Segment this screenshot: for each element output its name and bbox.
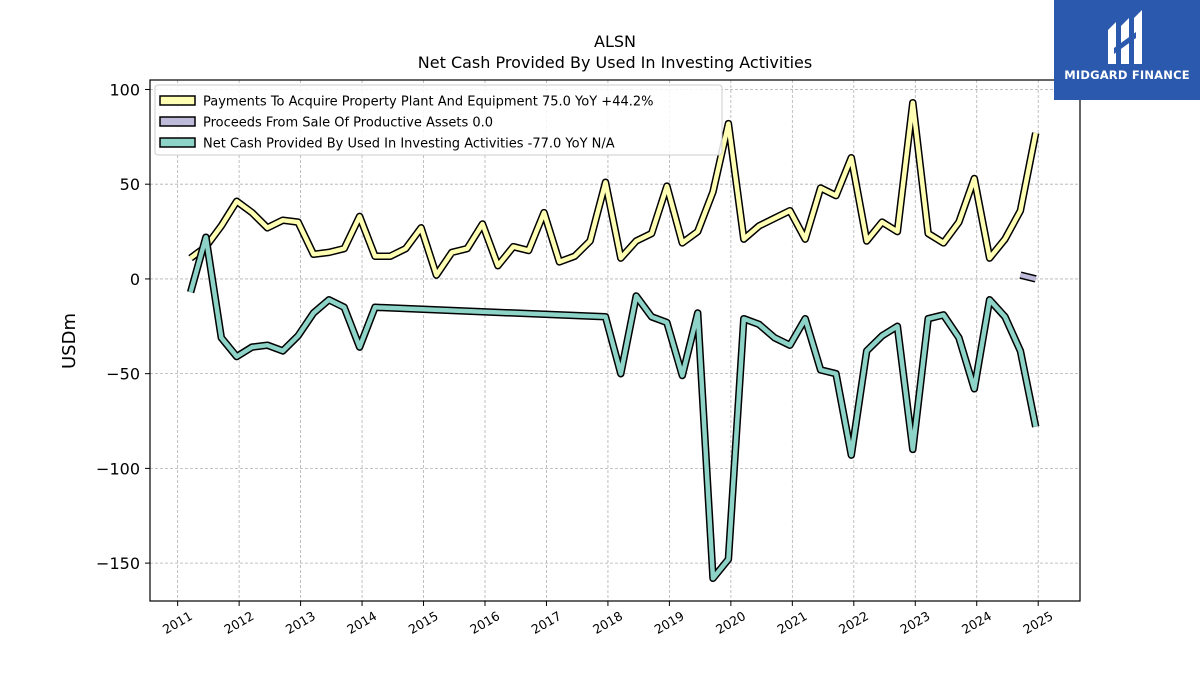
- x-tick-label: 2013: [283, 608, 318, 637]
- y-axis-label: USDm: [59, 313, 80, 369]
- x-tick-label: 2016: [467, 608, 502, 637]
- x-tick-label: 2018: [590, 608, 625, 637]
- series-line: [189, 100, 1038, 278]
- legend: Payments To Acquire Property Plant And E…: [154, 84, 723, 156]
- y-tick-label: −100: [96, 459, 140, 478]
- legend-label: Net Cash Provided By Used In Investing A…: [203, 137, 615, 152]
- y-tick-label: 100: [109, 80, 140, 99]
- legend-box: [154, 84, 723, 156]
- x-tick-label: 2020: [713, 608, 748, 637]
- y-tick-label: 0: [130, 270, 140, 289]
- x-tick-label: 2023: [897, 608, 932, 637]
- series-line: [1019, 272, 1037, 282]
- x-tick-label: 2021: [775, 608, 810, 637]
- series-lines: [186, 98, 1040, 583]
- plot-area-frame: [149, 79, 1081, 602]
- y-tick-label: −150: [96, 554, 140, 573]
- x-tick-label: 2012: [221, 608, 256, 637]
- chart-title: ALSN: [594, 32, 636, 51]
- y-tick-label: −50: [106, 365, 140, 384]
- x-tick-label: 2025: [1020, 608, 1055, 637]
- y-tick-label: 50: [120, 175, 140, 194]
- x-tick-label: 2017: [529, 608, 564, 637]
- chart-subtitle: Net Cash Provided By Used In Investing A…: [418, 53, 812, 72]
- legend-label: Payments To Acquire Property Plant And E…: [203, 95, 654, 110]
- brand-logo-text: MIDGARD FINANCE: [1064, 68, 1190, 82]
- x-tick-label: 2024: [959, 608, 994, 637]
- x-tick-label: 2015: [406, 608, 441, 637]
- legend-swatch: [159, 95, 196, 106]
- midgard-logo-icon: [1108, 10, 1142, 64]
- legend-label: Proceeds From Sale Of Productive Assets …: [203, 116, 493, 131]
- x-tick-label: 2014: [344, 608, 379, 637]
- x-tick-label: 2022: [836, 608, 871, 637]
- series-line: [188, 234, 1038, 581]
- legend-swatch: [159, 116, 196, 127]
- x-tick-label: 2019: [652, 608, 687, 637]
- x-tick-label: 2011: [160, 608, 195, 637]
- brand-logo: MIDGARD FINANCE: [1054, 0, 1200, 100]
- legend-swatch: [159, 137, 196, 148]
